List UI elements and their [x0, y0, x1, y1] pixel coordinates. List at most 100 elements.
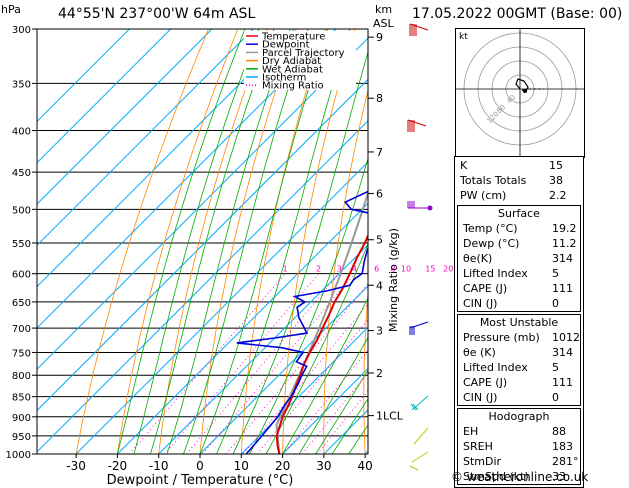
hodograph-row: EH 88 — [458, 424, 580, 439]
km-tick-label: 5 — [376, 234, 383, 247]
most-unstable-value: 111 — [552, 375, 573, 390]
mixing-ratio-label: 2 — [316, 265, 321, 274]
index-label: K — [460, 158, 467, 173]
temperature-tick-label: 20 — [275, 459, 290, 473]
km-tick-label: 4 — [376, 279, 383, 292]
index-value: 2.2 — [549, 188, 567, 203]
most-unstable-row: θe (K)314 — [458, 345, 580, 360]
pressure-tick-label: 1000 — [6, 450, 31, 461]
wind-barb — [410, 24, 428, 30]
wind-barb — [410, 322, 428, 328]
x-axis-title: Dewpoint / Temperature (°C) — [107, 473, 294, 486]
dry-adiabat-line — [580, 29, 613, 454]
surface-row: Lifted Index 5 — [458, 266, 580, 281]
pressure-tick-label: 950 — [12, 432, 31, 443]
index-row: Totals Totals 38 — [455, 173, 583, 188]
surface-value: 5 — [552, 266, 559, 281]
wind-barb-flag — [410, 466, 418, 470]
most-unstable-title: Most Unstable — [458, 315, 580, 330]
wind-barbs-yellow — [410, 428, 428, 470]
hodograph-value: 88 — [552, 424, 566, 439]
wet-adiabat-line — [184, 29, 309, 454]
dry-adiabat-line — [200, 29, 296, 454]
surface-title: Surface — [458, 206, 580, 221]
km-tick-label: 1LCL — [376, 410, 404, 423]
pressure-tick-label: 700 — [12, 324, 31, 335]
index-label: Totals Totals — [460, 173, 526, 188]
temperature-tick-label: 0 — [196, 459, 204, 473]
km-tick-label: 8 — [376, 92, 383, 105]
pressure-tick-label: 550 — [12, 239, 31, 250]
hodograph-value: 183 — [552, 439, 573, 454]
most-unstable-row: Pressure (mb)1012 — [458, 330, 580, 345]
surface-label: Lifted Index — [463, 266, 528, 281]
km-tick-label: 2 — [376, 367, 383, 380]
most-unstable-label: Lifted Index — [463, 360, 528, 375]
wind-barbs-cyan — [411, 396, 428, 410]
surface-row: θe(K)314 — [458, 251, 580, 266]
most-unstable-row: CIN (J) 0 — [458, 390, 580, 405]
temperature-tick-label: 30 — [316, 459, 331, 473]
surface-value: 314 — [552, 251, 573, 266]
temperature-tick-label: -30 — [66, 459, 86, 473]
legend-label: Mixing Ratio — [262, 81, 324, 92]
copyright-text: © weatheronline.co.uk — [451, 470, 588, 484]
wet-adiabat-line — [150, 29, 274, 454]
dry-adiabat-line — [613, 29, 629, 454]
surface-row: CIN (J) 0 — [458, 296, 580, 311]
most-unstable-label: CIN (J) — [463, 390, 497, 405]
mixing-ratio-label: 4 — [352, 265, 357, 274]
pressure-tick-label: 800 — [12, 371, 31, 382]
index-row: K 15 — [455, 158, 583, 173]
most-unstable-row: CAPE (J) 111 — [458, 375, 580, 390]
mixing-ratio-label: 10 — [401, 265, 411, 274]
surface-row: Dewp (°C)11.2 — [458, 236, 580, 251]
most-unstable-value: 0 — [552, 390, 559, 405]
pressure-tick-label: 600 — [12, 270, 31, 281]
mixing-ratio-line — [243, 274, 393, 454]
surface-label: Temp (°C) — [463, 221, 518, 236]
wind-barb — [414, 428, 428, 444]
dry-adiabat-line — [159, 29, 267, 454]
most-unstable-value: 1012 — [552, 330, 580, 345]
temperature-tick-label: 40 — [358, 459, 373, 473]
hodograph-unit-label: kt — [459, 32, 468, 42]
hodograph-storm-motion — [523, 89, 527, 93]
pressure-tick-label: 650 — [12, 298, 31, 309]
hodograph-table-title: Hodograph — [458, 409, 580, 424]
dry-adiabat-line — [403, 29, 443, 454]
most-unstable-label: CAPE (J) — [463, 375, 507, 390]
hodograph-label: StmDir — [463, 454, 501, 469]
most-unstable-value: 5 — [552, 360, 559, 375]
pressure-tick-label: 450 — [12, 168, 31, 179]
pressure-tick-label: 900 — [12, 413, 31, 424]
most-unstable-label: θe (K) — [463, 345, 496, 360]
km-tick-label: 3 — [376, 325, 383, 338]
surface-value: 111 — [552, 281, 573, 296]
index-label: PW (cm) — [460, 188, 506, 203]
pressure-tick-label: 850 — [12, 393, 31, 404]
mixing-ratio-axis-title: Mixing Ratio (g/kg) — [387, 228, 400, 332]
mixing-ratio-label: 15 — [425, 265, 435, 274]
wind-barb — [412, 452, 428, 462]
surface-value: 0 — [552, 296, 559, 311]
temperature-tick-label: 10 — [234, 459, 249, 473]
hodograph-label: EH — [463, 424, 478, 439]
km-tick-label: 7 — [376, 146, 383, 159]
surface-label: Dewp (°C) — [463, 236, 519, 251]
mixing-ratio-label: 6 — [374, 265, 379, 274]
index-value: 15 — [549, 158, 563, 173]
wind-barb — [408, 120, 426, 126]
index-value: 38 — [549, 173, 563, 188]
mixing-ratio-label: 20 — [443, 265, 453, 274]
most-unstable-row: Lifted Index 5 — [458, 360, 580, 375]
surface-label: CIN (J) — [463, 296, 497, 311]
isotherm-line — [0, 29, 212, 454]
pressure-tick-label: 500 — [12, 205, 31, 216]
